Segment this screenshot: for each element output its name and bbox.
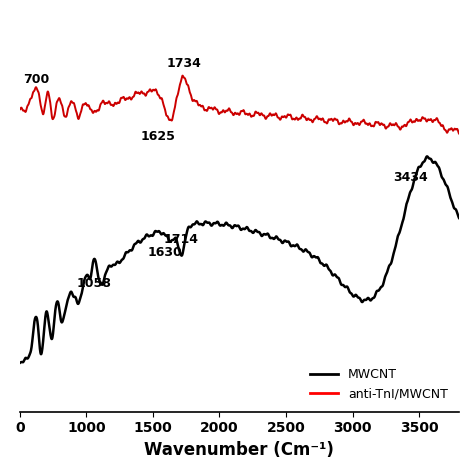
Text: 1630: 1630: [147, 246, 182, 259]
anti-TnI/MWCNT: [336, 121, 342, 127]
MWCNT: [456, 215, 462, 221]
MWCNT: [205, 220, 210, 226]
Text: 1058: 1058: [77, 277, 111, 290]
MWCNT: [201, 220, 207, 226]
MWCNT: [226, 222, 231, 228]
anti-TnI/MWCNT: [226, 106, 231, 112]
Line: MWCNT: MWCNT: [20, 156, 459, 363]
Text: 1714: 1714: [164, 233, 199, 246]
anti-TnI/MWCNT: [205, 106, 211, 111]
Line: anti-TnI/MWCNT: anti-TnI/MWCNT: [20, 76, 459, 134]
X-axis label: Wavenumber (Cm⁻¹): Wavenumber (Cm⁻¹): [145, 441, 334, 459]
anti-TnI/MWCNT: [180, 73, 185, 79]
MWCNT: [443, 182, 448, 187]
Text: 3434: 3434: [393, 171, 428, 184]
Text: 700: 700: [23, 73, 49, 86]
Text: 1625: 1625: [141, 130, 176, 143]
anti-TnI/MWCNT: [421, 116, 427, 121]
anti-TnI/MWCNT: [17, 107, 23, 112]
anti-TnI/MWCNT: [456, 131, 462, 137]
MWCNT: [421, 159, 427, 165]
anti-TnI/MWCNT: [443, 128, 448, 133]
Legend: MWCNT, anti-TnI/MWCNT: MWCNT, anti-TnI/MWCNT: [305, 363, 453, 405]
MWCNT: [17, 360, 23, 366]
Text: 1734: 1734: [166, 57, 201, 70]
MWCNT: [424, 154, 430, 159]
anti-TnI/MWCNT: [201, 108, 207, 113]
MWCNT: [336, 275, 342, 281]
